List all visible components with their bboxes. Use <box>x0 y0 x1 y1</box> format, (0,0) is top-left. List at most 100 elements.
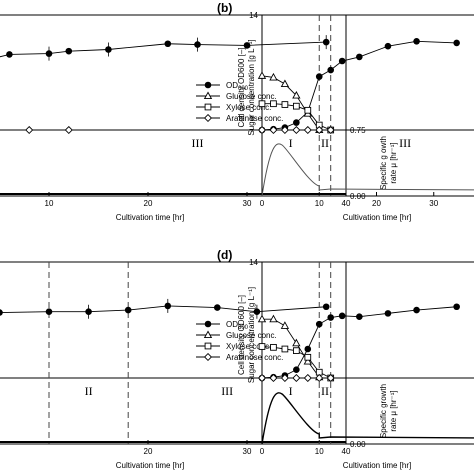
panel-4-point-arabinose-conc <box>292 373 301 383</box>
panel-2-point-od600 <box>315 73 323 80</box>
panel-3-legend-marker <box>203 352 213 362</box>
panel-3-legend-label-od600: OD600 <box>226 320 249 331</box>
panel-3-point-od600 <box>124 306 132 314</box>
panel-2-point-od600 <box>293 119 300 126</box>
panel-3-x-tick-label: 20 <box>144 447 153 456</box>
panel-2-point-xylose-conc <box>258 100 266 108</box>
panel-4-point-od600 <box>338 312 346 320</box>
panel-4-y-axis-label-2: Sugar concentration [g L⁻¹] <box>247 287 256 383</box>
panel-4-point-glucose-conc <box>257 314 267 323</box>
panel-2-point-arabinose-conc <box>280 125 289 135</box>
panel-4-growth-rate-curve <box>261 392 474 445</box>
panel-4-x-tick-label: 10 <box>315 447 324 456</box>
panel-2-phase-label-ii: II <box>321 136 329 150</box>
panel-3-legend-marker <box>204 320 212 328</box>
panel-4-y-axis-label: Cell density OD600 [–] <box>237 295 246 375</box>
panel-2-point-xylose-conc <box>293 102 300 110</box>
panel-3-phase-label-ii: II <box>85 384 93 398</box>
panel-2-point-xylose-conc <box>270 100 277 108</box>
panel-1-point-od600 <box>6 51 13 58</box>
panel-3-y2-axis-label-2: rate μ [hr⁻¹] <box>389 390 398 431</box>
panel-2-point-glucose-conc <box>257 71 267 79</box>
panel-1-phase-label-iii: III <box>192 136 204 150</box>
panel-3-point-od600 <box>0 309 3 316</box>
panel-3-point-od600 <box>45 308 53 316</box>
panel-1-legend-marker <box>204 103 212 111</box>
panel-2-phase-label-iii: III <box>399 136 411 150</box>
panel-4-point-arabinose-conc <box>269 373 278 383</box>
panel-4-point-xylose-conc <box>304 353 312 361</box>
panel-2-point-glucose-conc <box>292 90 301 99</box>
panel-1-y2-axis-label-2: rate μ [hr⁻¹] <box>389 142 398 183</box>
panel-4-point-arabinose-conc <box>303 373 312 383</box>
panel-2-x-axis-label: Cultivation time [hr] <box>343 213 411 222</box>
panel-4-point-od600 <box>327 314 335 321</box>
panel-1-legend-label-xylose-conc: Xylose conc. <box>226 103 271 112</box>
panel-3-point-od600 <box>164 302 172 310</box>
panel-2-point-arabinose-conc <box>315 125 324 135</box>
panel-4-x-axis-label: Cultivation time [hr] <box>343 461 411 470</box>
panel-3-y2-axis-label: Specific growth <box>379 384 388 438</box>
panel-2-y-tick-label: 14 <box>249 11 258 20</box>
panel-4-point-arabinose-conc <box>257 373 267 383</box>
panel-1-point-arabinose-conc <box>25 125 34 135</box>
panel-1-legend-marker <box>203 91 213 100</box>
panel-1-point-od600 <box>194 41 201 48</box>
panel-3-point-od600 <box>214 304 221 311</box>
panel-3-phase-label-iii: III <box>221 384 233 398</box>
panel-1-point-od600 <box>105 46 112 53</box>
panel-2-point-od600 <box>384 42 392 50</box>
panel-4-point-glucose-conc <box>269 314 278 323</box>
panel-2-point-arabinose-conc <box>292 125 301 135</box>
panel-2-point-arabinose-conc <box>326 125 335 135</box>
panel-1-legend-marker <box>204 81 212 89</box>
panel-1-point-od600 <box>45 50 53 57</box>
panel-2-x-tick-label: 0 <box>260 199 265 208</box>
panel-2-point-od600 <box>453 39 460 47</box>
panel-2-point-xylose-conc <box>304 106 312 114</box>
panel-4-point-od600 <box>293 366 300 374</box>
panel-2-x-tick-label: 20 <box>372 199 381 208</box>
panel-4-point-xylose-conc <box>281 345 289 353</box>
panel-3-legend-label-arabinose-conc: Arabinose conc. <box>226 353 283 362</box>
panel-1-point-od600 <box>322 38 330 46</box>
panel-2-point-arabinose-conc <box>257 125 267 135</box>
panel-2-y-axis-label-2: Sugar concentration [g L⁻¹] <box>247 39 256 135</box>
panel-2-point-od600 <box>327 66 335 74</box>
panel-3-x-tick-label: 40 <box>342 447 351 456</box>
panel-2-point-glucose-conc <box>269 72 278 81</box>
panel-4-point-glucose-conc <box>280 321 290 329</box>
panel-1-point-od600 <box>164 40 172 48</box>
panel-1-x-tick-label: 30 <box>243 199 252 208</box>
panel-4-point-glucose-conc <box>292 338 301 347</box>
panel-2-growth-rate-curve <box>261 143 474 197</box>
panel-1-x-tick-label: 20 <box>144 199 153 208</box>
panel-2-x-tick-label: 30 <box>429 199 438 208</box>
panel-2-panel-label: (b) <box>217 1 232 15</box>
panel-2-point-glucose-conc <box>280 79 290 88</box>
panel-3-x-tick-label: 30 <box>243 447 252 456</box>
panel-3-point-od600 <box>85 308 92 316</box>
panel-2-point-arabinose-conc <box>269 125 278 135</box>
panel-4-point-xylose-conc <box>258 343 266 350</box>
panel-2-point-arabinose-conc <box>303 125 312 135</box>
panel-3-point-od600 <box>322 303 330 311</box>
panel-1-x-tick-label: 10 <box>45 199 54 208</box>
panel-4-phase-label-ii: II <box>321 384 329 398</box>
panel-3-legend-marker <box>203 330 213 339</box>
panel-1-point-od600 <box>65 47 73 55</box>
panel-4-point-arabinose-conc <box>315 373 324 383</box>
panel-1-x-axis-label: Cultivation time [hr] <box>116 213 184 222</box>
panel-4-point-od600 <box>413 306 420 314</box>
panel-3-x-axis-label: Cultivation time [hr] <box>116 461 184 470</box>
panel-1-point-od600 <box>243 42 251 49</box>
panel-1-series-line-od600 <box>0 41 327 58</box>
panel-2-point-od600 <box>413 37 420 45</box>
panel-2-point-od600 <box>338 57 346 65</box>
panel-3-legend-marker <box>204 342 212 350</box>
panel-1-legend-label-arabinose-conc: Arabinose conc. <box>226 114 283 123</box>
panel-2-phase-label-i: I <box>289 136 293 150</box>
panel-4-phase-label-i: I <box>289 384 293 398</box>
panel-4-point-xylose-conc <box>293 347 300 355</box>
